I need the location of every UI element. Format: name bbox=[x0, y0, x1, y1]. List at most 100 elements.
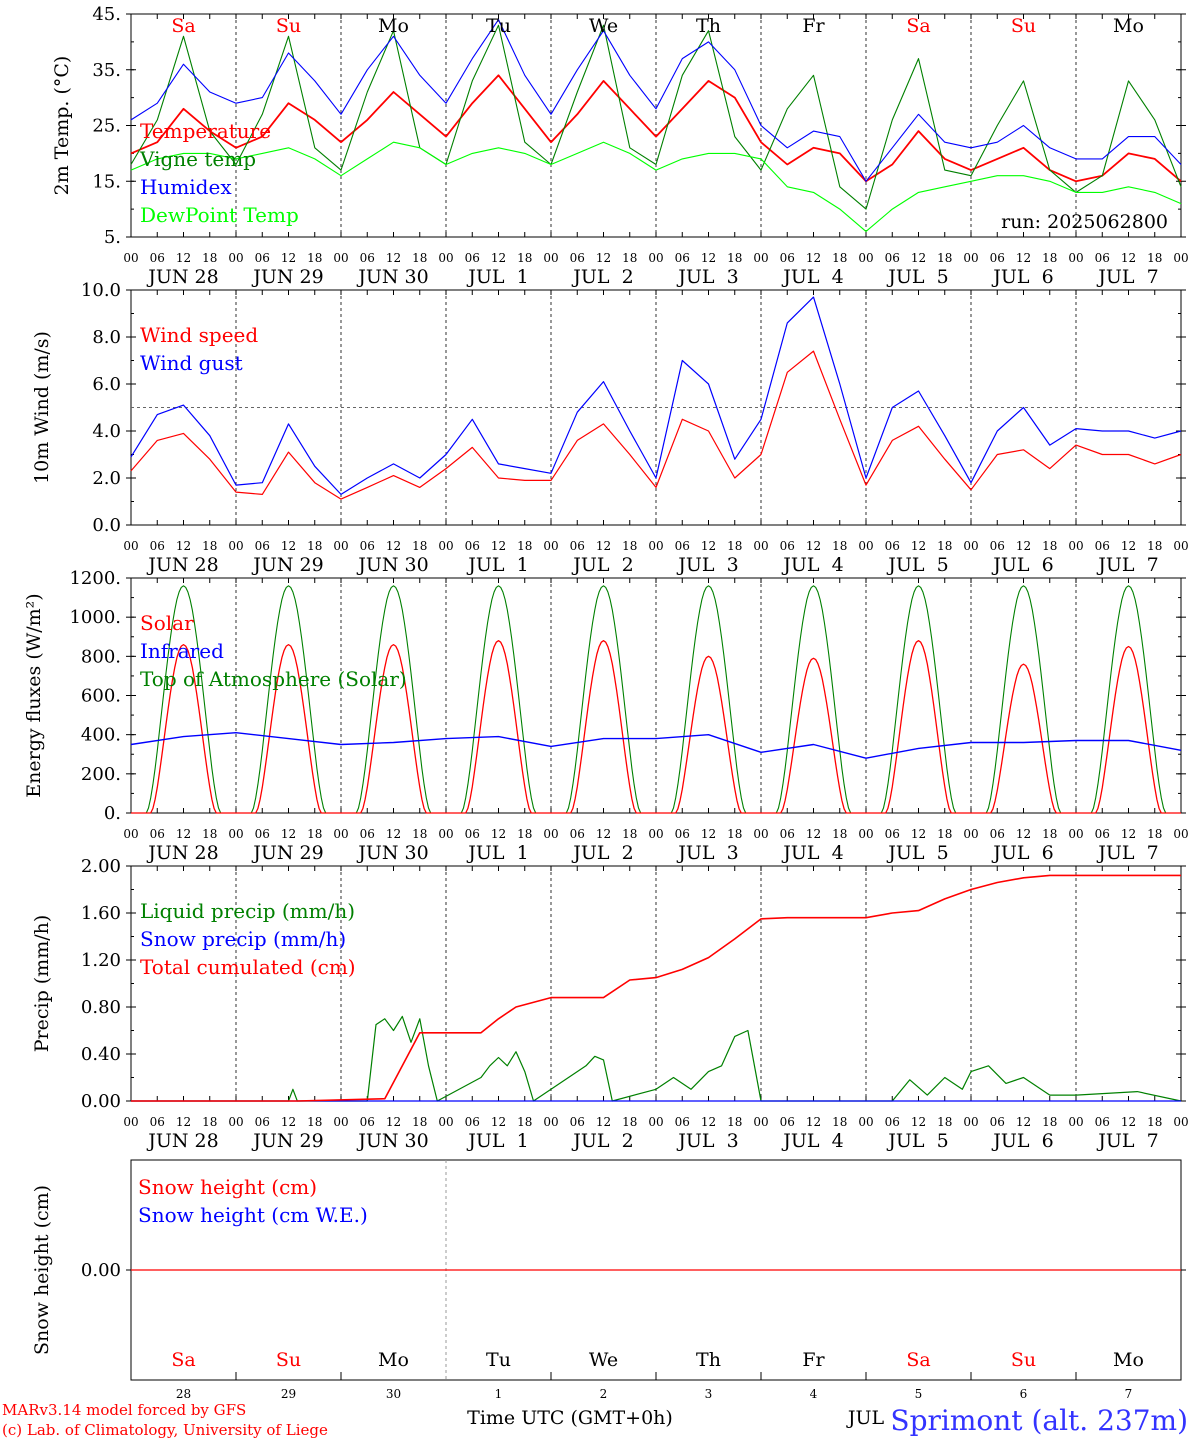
legend-entry: Top of Atmosphere (Solar) bbox=[140, 667, 407, 691]
weekday-label: Sa bbox=[171, 1349, 195, 1371]
hour-tick-label: 18 bbox=[1042, 1115, 1057, 1129]
series-humidex bbox=[130, 19, 1182, 182]
hour-tick-label: 12 bbox=[176, 251, 191, 265]
date-label: JUL 7 bbox=[1096, 842, 1158, 864]
weekday-label: Mo bbox=[1113, 15, 1144, 37]
hour-tick-label: 18 bbox=[307, 539, 322, 553]
hour-tick-label: 12 bbox=[491, 827, 506, 841]
legend-entry: Snow height (cm) bbox=[138, 1175, 317, 1199]
credits-line-1: MARv3.14 model forced by GFS bbox=[2, 1401, 246, 1419]
y-tick-label: 15. bbox=[92, 171, 121, 192]
day-number-label: 29 bbox=[281, 1387, 296, 1401]
hour-tick-label: 06 bbox=[1095, 251, 1110, 265]
hour-tick-label: 06 bbox=[780, 539, 795, 553]
hour-tick-label: 18 bbox=[202, 539, 217, 553]
hour-tick-label: 12 bbox=[911, 827, 926, 841]
date-label: JUL 7 bbox=[1096, 1130, 1158, 1152]
x-axis-overlap-label: JUL bbox=[846, 1407, 885, 1429]
hour-tick-label: 18 bbox=[937, 251, 952, 265]
y-tick-label: 200. bbox=[81, 764, 121, 785]
series-total-cumulated-cm- bbox=[131, 874, 1181, 1102]
hour-tick-label: 18 bbox=[1147, 827, 1162, 841]
hour-tick-label: 06 bbox=[675, 1115, 690, 1129]
hour-tick-label: 18 bbox=[622, 1115, 637, 1129]
hour-tick-label: 00 bbox=[1068, 539, 1083, 553]
hour-tick-label: 18 bbox=[1147, 539, 1162, 553]
hour-tick-label: 06 bbox=[570, 251, 585, 265]
hour-tick-label: 18 bbox=[1147, 251, 1162, 265]
hour-tick-label: 06 bbox=[150, 539, 165, 553]
hour-tick-label: 12 bbox=[911, 539, 926, 553]
y-tick-label: 2.0 bbox=[92, 468, 121, 489]
date-label: JUN 28 bbox=[146, 1130, 218, 1152]
y-axis-label: Snow height (cm) bbox=[31, 1185, 53, 1355]
hour-tick-label: 06 bbox=[675, 251, 690, 265]
day-number-label: 7 bbox=[1125, 1387, 1133, 1401]
legend-entry: Wind gust bbox=[140, 351, 243, 375]
weekday-label: Sa bbox=[906, 15, 930, 37]
y-tick-label: 35. bbox=[92, 60, 121, 81]
hour-tick-label: 18 bbox=[622, 251, 637, 265]
hour-tick-label: 00 bbox=[438, 827, 453, 841]
legend-entry: Temperature bbox=[140, 119, 271, 143]
hour-tick-label: 06 bbox=[780, 251, 795, 265]
weekday-label: Sa bbox=[906, 1349, 930, 1371]
series-liquid-precip-mm-h- bbox=[131, 1015, 1182, 1102]
date-label: JUL 4 bbox=[781, 842, 843, 864]
hour-tick-label: 06 bbox=[780, 827, 795, 841]
hour-tick-label: 06 bbox=[1095, 1115, 1110, 1129]
date-label: JUL 5 bbox=[886, 1130, 948, 1152]
hour-tick-label: 00 bbox=[1173, 539, 1188, 553]
weekday-label: Th bbox=[696, 15, 721, 37]
hour-tick-label: 18 bbox=[202, 1115, 217, 1129]
hour-tick-label: 18 bbox=[727, 539, 742, 553]
hour-tick-label: 18 bbox=[727, 1115, 742, 1129]
weekday-label: Fr bbox=[802, 1349, 825, 1371]
weekday-label: Mo bbox=[1113, 1349, 1144, 1371]
hour-tick-label: 00 bbox=[963, 1115, 978, 1129]
day-number-label: 30 bbox=[386, 1387, 401, 1401]
hour-tick-label: 12 bbox=[1121, 1115, 1136, 1129]
y-tick-label: 0.80 bbox=[81, 997, 121, 1018]
hour-tick-label: 12 bbox=[491, 251, 506, 265]
y-axis-label: 2m Temp. (°C) bbox=[51, 56, 73, 196]
hour-tick-label: 12 bbox=[911, 1115, 926, 1129]
weekday-label: Mo bbox=[378, 1349, 409, 1371]
legend-entry: Snow height (cm W.E.) bbox=[138, 1203, 368, 1227]
series-dewpoint-temp bbox=[130, 141, 1182, 232]
date-label: JUL 1 bbox=[466, 1130, 528, 1152]
date-label: JUL 6 bbox=[991, 1130, 1053, 1152]
hour-tick-label: 06 bbox=[150, 1115, 165, 1129]
day-number-label: 1 bbox=[495, 1387, 503, 1401]
hour-tick-label: 12 bbox=[701, 1115, 716, 1129]
hour-tick-label: 00 bbox=[963, 827, 978, 841]
y-tick-label: 4.0 bbox=[92, 421, 121, 442]
hour-tick-label: 06 bbox=[675, 827, 690, 841]
hour-tick-label: 06 bbox=[570, 827, 585, 841]
panel-3: 00 06 12 18 00 06 12 18 00 06 12 18 00 06 12 18 00 06 12 18… bbox=[23, 568, 1189, 864]
panel-4: 00 06 12 18 00 06 12 18 00 06 12 18 00 06 12 18 00 06 12 18… bbox=[31, 856, 1189, 1152]
hour-tick-label: 18 bbox=[1147, 1115, 1162, 1129]
y-tick-label: 10.0 bbox=[81, 280, 121, 301]
date-label: JUL 5 bbox=[886, 554, 948, 576]
hour-tick-label: 12 bbox=[1016, 1115, 1031, 1129]
legend-entry: Solar bbox=[140, 611, 194, 635]
hour-tick-label: 06 bbox=[885, 827, 900, 841]
hour-tick-label: 00 bbox=[858, 1115, 873, 1129]
hour-tick-label: 06 bbox=[465, 827, 480, 841]
hour-tick-label: 00 bbox=[543, 539, 558, 553]
hour-tick-label: 00 bbox=[543, 827, 558, 841]
day-number-label: 5 bbox=[915, 1387, 923, 1401]
hour-tick-label: 00 bbox=[543, 1115, 558, 1129]
hour-tick-label: 06 bbox=[990, 539, 1005, 553]
date-label: JUL 2 bbox=[571, 1130, 633, 1152]
hour-tick-label: 00 bbox=[963, 251, 978, 265]
hour-tick-label: 00 bbox=[123, 251, 138, 265]
y-tick-label: 1.20 bbox=[81, 950, 121, 971]
hour-tick-label: 06 bbox=[360, 1115, 375, 1129]
hour-tick-label: 06 bbox=[255, 251, 270, 265]
hour-tick-label: 12 bbox=[701, 539, 716, 553]
hour-tick-label: 18 bbox=[622, 827, 637, 841]
weekday-label: We bbox=[589, 1349, 618, 1371]
